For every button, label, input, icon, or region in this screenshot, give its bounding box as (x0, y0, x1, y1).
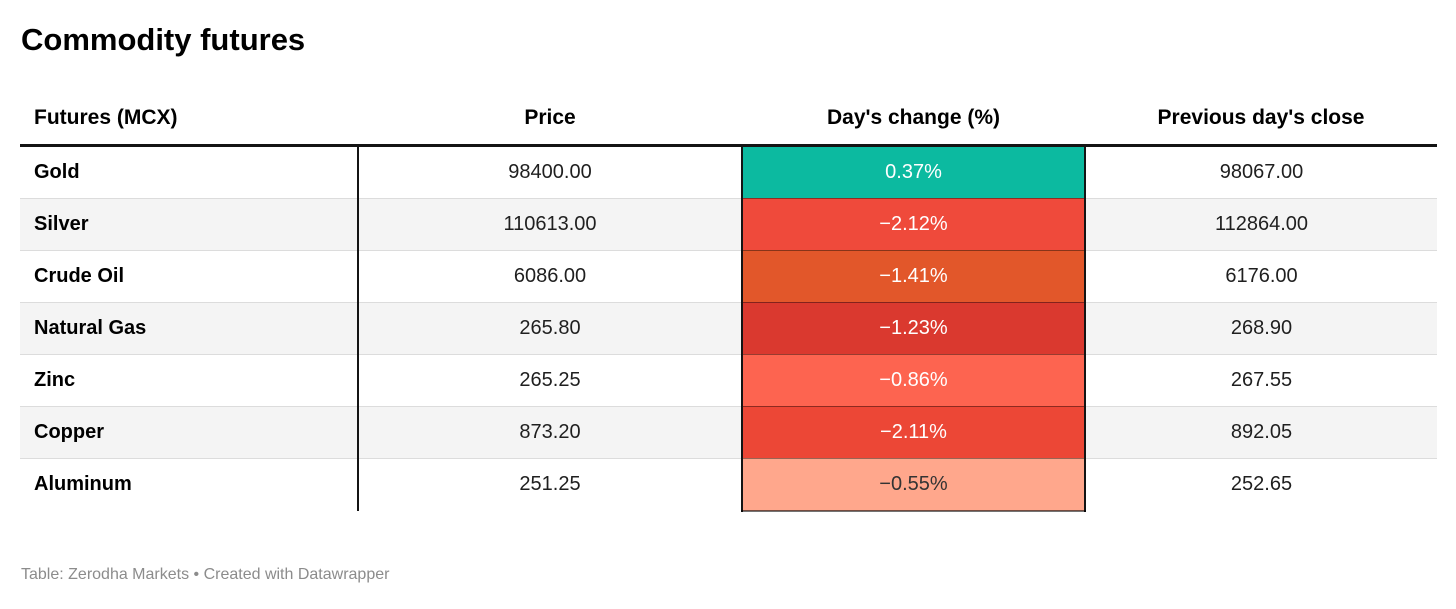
change-cell: −1.23% (741, 302, 1086, 355)
prev-close-cell: 112864.00 (1085, 198, 1437, 251)
commodity-futures-table: Futures (MCX) Price Day's change (%) Pre… (20, 91, 1437, 512)
futures-name-cell: Aluminum (20, 458, 359, 511)
futures-name-cell: Crude Oil (20, 250, 359, 303)
price-cell: 110613.00 (358, 198, 742, 251)
price-cell: 6086.00 (358, 250, 742, 303)
change-cell: −0.55% (741, 458, 1086, 512)
change-cell: −2.12% (741, 198, 1086, 251)
table-row: Silver 110613.00 −2.12% 112864.00 (20, 198, 1437, 251)
table-body: Gold 98400.00 0.37% 98067.00 Silver 110613.00… (20, 145, 1437, 512)
futures-name-cell: Gold (20, 145, 359, 199)
table-row: Copper 873.20 −2.11% 892.05 (20, 406, 1437, 459)
change-cell: −2.11% (741, 406, 1086, 459)
futures-name-cell: Copper (20, 406, 359, 459)
prev-close-cell: 892.05 (1085, 406, 1437, 459)
table-row: Crude Oil 6086.00 −1.41% 6176.00 (20, 250, 1437, 303)
change-cell: −0.86% (741, 354, 1086, 407)
column-header-change: Day's change (%) (742, 91, 1085, 147)
prev-close-cell: 252.65 (1230, 473, 1293, 496)
price-cell: 251.25 (519, 473, 581, 496)
prev-close-cell: 268.90 (1085, 302, 1437, 355)
column-header-price: Price (358, 91, 742, 147)
price-cell: 98400.00 (358, 145, 742, 199)
table-row: Natural Gas 265.80 −1.23% 268.90 (20, 302, 1437, 355)
price-cell: 873.20 (358, 406, 742, 459)
price-cell: 265.25 (358, 354, 742, 407)
change-cell: −1.41% (741, 250, 1086, 303)
table-row: Zinc 265.25 −0.86% 267.55 (20, 354, 1437, 407)
prev-close-cell: 98067.00 (1085, 145, 1437, 199)
futures-name-cell: Silver (20, 198, 359, 251)
prev-close-cell: 267.55 (1085, 354, 1437, 407)
futures-name-cell: Natural Gas (20, 302, 359, 355)
column-header-prev-close: Previous day's close (1085, 91, 1437, 147)
page-title: Commodity futures (21, 22, 306, 57)
futures-name-cell: Zinc (20, 354, 359, 407)
change-cell: 0.37% (741, 145, 1086, 199)
table-row: Aluminum 251.25 −0.55% 252.65 (20, 458, 1437, 512)
prev-close-cell: 6176.00 (1085, 250, 1437, 303)
table-source-note: Table: Zerodha Markets • Created with Da… (21, 566, 390, 583)
table-row: Gold 98400.00 0.37% 98067.00 (20, 145, 1437, 199)
table-header: Futures (MCX) Price Day's change (%) Pre… (20, 91, 1437, 147)
price-cell: 265.80 (358, 302, 742, 355)
column-header-futures: Futures (MCX) (20, 91, 358, 147)
